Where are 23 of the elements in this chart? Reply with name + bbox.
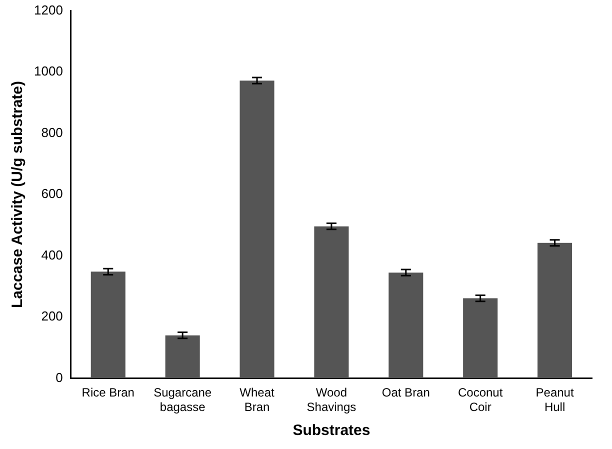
y-tick-label: 800 xyxy=(41,124,63,140)
x-axis-title: Substrates xyxy=(292,422,370,440)
x-tick-label: Rice Bran xyxy=(82,386,134,400)
x-tick-label: Coconut Coir xyxy=(458,386,504,414)
bar xyxy=(240,80,274,378)
x-tick-label: Wheat Bran xyxy=(240,386,276,414)
x-tick-label: Oat Bran xyxy=(382,386,430,400)
y-tick-label: 1000 xyxy=(34,64,63,79)
y-axis-title: Laccase Activity (U/g substrate) xyxy=(9,80,26,308)
bar xyxy=(463,298,498,378)
bar xyxy=(90,272,126,378)
bar xyxy=(314,226,349,378)
y-tick-label: 600 xyxy=(41,186,63,202)
bar xyxy=(538,242,572,378)
y-tick-label: 0 xyxy=(56,370,63,385)
y-tick-label: 200 xyxy=(41,308,63,324)
y-tick-label: 400 xyxy=(41,247,63,262)
x-tick-label: Sugarcane bagasse xyxy=(154,386,212,414)
bar xyxy=(165,335,200,378)
x-tick-label: Peanut Hull xyxy=(536,386,574,414)
x-tick-label: Wood Shavings xyxy=(306,386,356,414)
y-tick-label: 1200 xyxy=(34,2,63,18)
bar xyxy=(388,272,424,378)
